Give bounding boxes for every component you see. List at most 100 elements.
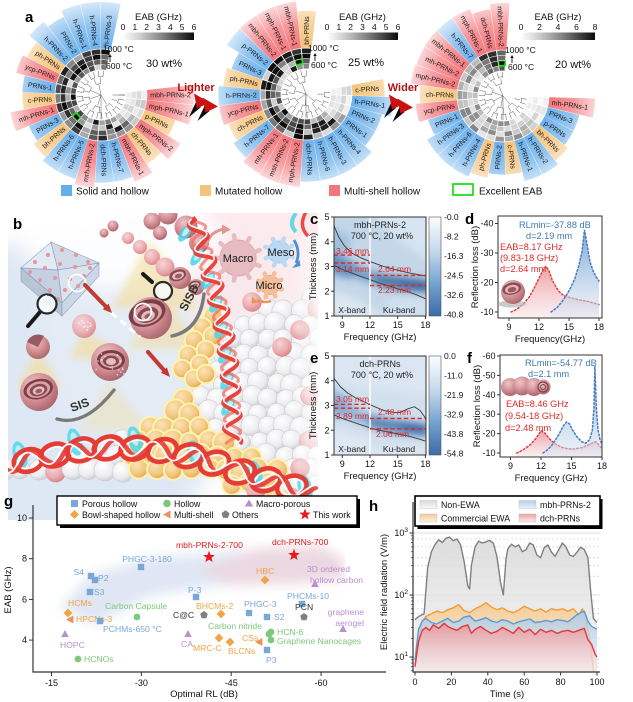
svg-text:60: 60 [519, 677, 529, 687]
svg-text:Carbon Capsule: Carbon Capsule [105, 601, 167, 611]
svg-text:Graphene Nanocages: Graphene Nanocages [277, 636, 361, 646]
svg-text:3: 3 [156, 22, 161, 32]
svg-text:2: 2 [324, 286, 329, 296]
svg-text:mh-PRNs-1: mh-PRNs-1 [551, 100, 588, 112]
svg-text:18: 18 [420, 320, 430, 330]
svg-text:Time (s): Time (s) [490, 689, 524, 700]
svg-text:25 wt%: 25 wt% [348, 57, 384, 69]
svg-text:18: 18 [420, 459, 430, 469]
svg-text:-54.8: -54.8 [444, 449, 464, 459]
svg-text:4: 4 [556, 22, 561, 32]
svg-text:X-band: X-band [338, 444, 366, 454]
svg-text:Micro: Micro [256, 280, 283, 292]
svg-text:SIS: SIS [68, 395, 91, 415]
svg-text:2.64 mm: 2.64 mm [378, 264, 411, 274]
svg-text:Porous hollow: Porous hollow [82, 499, 138, 509]
svg-text:3: 3 [324, 262, 329, 272]
svg-text:Thickness (mm): Thickness (mm) [308, 372, 319, 440]
svg-text:This work: This work [313, 510, 351, 520]
svg-text:RLmin=-37.88 dB: RLmin=-37.88 dB [519, 220, 591, 230]
svg-text:6: 6 [574, 22, 579, 32]
svg-text:80: 80 [556, 677, 566, 687]
svg-text:mbh-PRNs-2-700: mbh-PRNs-2-700 [176, 540, 243, 550]
svg-text:30 wt%: 30 wt% [146, 58, 182, 70]
svg-text:S2: S2 [274, 612, 285, 622]
svg-text:3: 3 [324, 401, 329, 411]
svg-text:0: 0 [325, 22, 330, 32]
svg-text:15: 15 [567, 461, 577, 471]
svg-text:3: 3 [360, 22, 365, 32]
svg-text:EAB=8.17 GHz: EAB=8.17 GHz [500, 242, 563, 252]
svg-text:mbh-PRNs-2: mbh-PRNs-2 [354, 220, 406, 230]
svg-text:h-PRNs-4: h-PRNs-4 [87, 15, 97, 46]
svg-text:Thickness (mm): Thickness (mm) [308, 233, 319, 301]
svg-text:9: 9 [506, 322, 511, 332]
svg-text:Ku-band: Ku-band [383, 305, 415, 315]
svg-text:X-band: X-band [338, 305, 366, 315]
svg-text:b: b [13, 216, 22, 233]
svg-text:101: 101 [394, 651, 408, 662]
svg-text:15: 15 [393, 459, 403, 469]
svg-text:C@C: C@C [173, 610, 194, 620]
svg-text:h-PRNs-2: h-PRNs-2 [226, 92, 257, 100]
svg-text:Electric field radiation (V/m): Electric field radiation (V/m) [379, 534, 390, 650]
svg-text:3.14 mm: 3.14 mm [336, 264, 369, 274]
svg-text:-20: -20 [480, 278, 493, 288]
svg-text:Optimal RL (dB): Optimal RL (dB) [170, 689, 238, 700]
svg-text:-24.5: -24.5 [444, 271, 464, 281]
svg-text:Macro-porous: Macro-porous [256, 499, 311, 509]
svg-text:MRC-C: MRC-C [193, 643, 222, 653]
svg-text:Others: Others [232, 510, 259, 520]
svg-text:aerogel: aerogel [335, 618, 364, 628]
svg-text:Mutated hollow: Mutated hollow [215, 187, 283, 198]
svg-text:Ku-band: Ku-band [383, 444, 415, 454]
svg-text:Macro: Macro [223, 253, 254, 265]
svg-text:-60: -60 [315, 678, 328, 688]
svg-text:P3: P3 [266, 655, 277, 665]
svg-text:d=2.1 mm: d=2.1 mm [528, 369, 569, 379]
svg-text:2.23 mm: 2.23 mm [378, 285, 411, 295]
svg-text:1000 °C: 1000 °C [308, 43, 339, 53]
svg-text:12: 12 [365, 459, 375, 469]
svg-text:-60: -60 [482, 351, 495, 361]
svg-text:ch-PRNs: ch-PRNs [426, 92, 455, 100]
svg-text:h: h [369, 498, 378, 515]
svg-text:Bowl-shaped hollow: Bowl-shaped hollow [82, 510, 161, 520]
svg-text:2.48 mm: 2.48 mm [378, 407, 411, 417]
svg-text:4: 4 [22, 635, 27, 645]
svg-text:EAB (GHz): EAB (GHz) [3, 567, 14, 614]
svg-text:2.06 mm: 2.06 mm [376, 429, 409, 439]
svg-text:HBC: HBC [256, 566, 274, 576]
svg-text:mbh-PRNs-2: mbh-PRNs-2 [495, 6, 503, 47]
svg-text:1000 °C: 1000 °C [103, 44, 134, 54]
svg-text:8: 8 [22, 554, 27, 564]
svg-text:BLCNs: BLCNs [228, 646, 255, 656]
svg-text:1: 1 [336, 22, 341, 32]
svg-text:18: 18 [597, 461, 607, 471]
svg-text:HPCNs-3: HPCNs-3 [76, 614, 113, 624]
svg-text:-10: -10 [480, 307, 493, 317]
svg-text:5: 5 [324, 351, 329, 361]
svg-text:c: c [310, 211, 318, 228]
svg-text:18: 18 [594, 322, 604, 332]
svg-text:700 °C, 20 wt%: 700 °C, 20 wt% [351, 231, 413, 241]
svg-text:-8.2: -8.2 [444, 232, 459, 242]
svg-text:hollow carbon: hollow carbon [310, 575, 363, 585]
svg-text:EAB (GHz): EAB (GHz) [135, 12, 182, 23]
svg-text:d=2.48 mm: d=2.48 mm [505, 423, 552, 433]
svg-text:HCN-6: HCN-6 [277, 627, 303, 637]
svg-text:-30: -30 [482, 409, 495, 419]
svg-text:d=2.64 mm: d=2.64 mm [500, 264, 547, 274]
svg-text:-40: -40 [482, 390, 495, 400]
svg-text:2: 2 [324, 425, 329, 435]
svg-text:12: 12 [536, 461, 546, 471]
svg-text:Reflection loss (dB): Reflection loss (dB) [472, 365, 483, 447]
svg-text:2.89 mm: 2.89 mm [336, 411, 369, 421]
svg-text:Lighter: Lighter [177, 82, 215, 94]
svg-text:102: 102 [394, 589, 408, 600]
svg-text:dch-PRNs-700: dch-PRNs-700 [272, 537, 329, 547]
svg-text:12: 12 [365, 320, 375, 330]
svg-text:f: f [467, 350, 473, 367]
svg-text:c-PRNs: c-PRNs [355, 85, 380, 94]
svg-text:Reflection loss (dB): Reflection loss (dB) [470, 226, 481, 308]
